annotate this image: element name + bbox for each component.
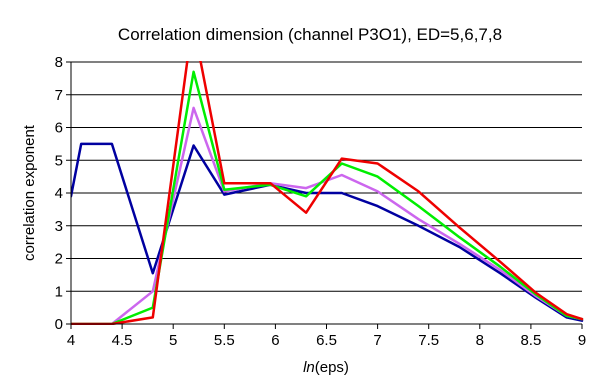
axes (66, 61, 583, 329)
x-tick-label: 4 (67, 332, 75, 349)
x-axis-label: ln(eps) (303, 359, 349, 376)
x-tick-label: 7 (373, 332, 381, 349)
y-axis-label: correlation exponent (21, 124, 38, 261)
x-tick-label: 7.5 (418, 332, 439, 349)
y-tick-label: 7 (55, 87, 63, 104)
series-group (71, 61, 584, 325)
gridlines (71, 61, 582, 292)
y-tick-label: 2 (55, 251, 63, 268)
chart-title: Correlation dimension (channel P3O1), ED… (118, 25, 502, 44)
series-line-1 (71, 142, 584, 322)
x-axis-label-italic: ln (303, 359, 315, 376)
y-tick-label: 4 (55, 185, 63, 202)
y-tick-label: 6 (55, 120, 63, 137)
y-tick-labels: 0 1 2 3 4 5 6 7 8 (55, 54, 63, 333)
series-line-4 (71, 61, 584, 325)
x-axis-label-rest: (eps) (315, 359, 349, 376)
x-tick-label: 5 (169, 332, 177, 349)
x-tick-label: 6 (271, 332, 279, 349)
y-tick-label: 0 (55, 316, 63, 333)
y-tick-label: 5 (55, 152, 63, 169)
y-tick-label: 3 (55, 218, 63, 235)
series-line-3 (71, 70, 584, 325)
x-tick-label: 4.5 (112, 332, 133, 349)
x-tick-labels: 4 4.5 5 5.5 6 6.5 7 7.5 8 8.5 9 (67, 332, 586, 349)
y-tick-label: 1 (55, 283, 63, 300)
y-tick-label: 8 (55, 54, 63, 71)
x-tick-label: 6.5 (316, 332, 337, 349)
x-tick-label: 5.5 (214, 332, 235, 349)
x-tick-label: 8.5 (520, 332, 541, 349)
x-tick-label: 9 (578, 332, 586, 349)
x-tick-label: 8 (476, 332, 484, 349)
